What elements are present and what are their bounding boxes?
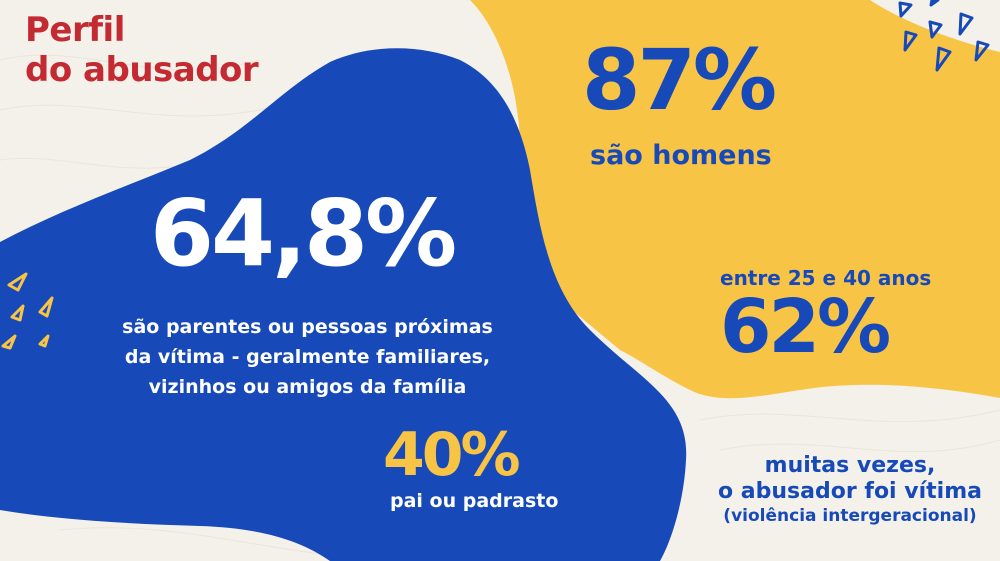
stat-age-label: entre 25 e 40 anos <box>720 266 932 290</box>
stat-relatives-label-line-2: da vítima - geralmente familiares, <box>124 346 491 368</box>
stat-relatives-label-line-1: são parentes ou pessoas próximas <box>122 316 493 338</box>
texture-lines <box>0 54 1000 556</box>
yellow-blob <box>470 0 1000 399</box>
blue-blob <box>0 48 687 561</box>
title-line-1: Perfil <box>25 10 125 50</box>
page-title: Perfil do abusador <box>25 10 259 90</box>
note-line-1: muitas vezes, <box>764 453 936 478</box>
note-line-2: o abusador foi vítima <box>718 479 982 504</box>
triangle-cluster-left-icon <box>1 272 54 350</box>
stat-relatives-label: são parentes ou pessoas próximas da víti… <box>120 312 495 402</box>
triangle-cluster-top-right-icon <box>898 0 990 72</box>
stat-father-value: 40% <box>383 420 521 490</box>
note-line-3: (violência intergeracional) <box>723 506 977 526</box>
stat-age-value: 62% <box>720 284 891 370</box>
stat-men-label: são homens <box>590 140 772 171</box>
stat-men-value: 87% <box>582 31 777 129</box>
stat-father-label: pai ou padrasto <box>390 490 559 512</box>
intergenerational-note: muitas vezes, o abusador foi vítima (vio… <box>700 453 1000 527</box>
stat-relatives-label-line-3: vizinhos ou amigos da família <box>148 376 467 398</box>
title-line-2: do abusador <box>25 50 259 90</box>
stat-relatives-value: 64,8% <box>150 180 457 287</box>
